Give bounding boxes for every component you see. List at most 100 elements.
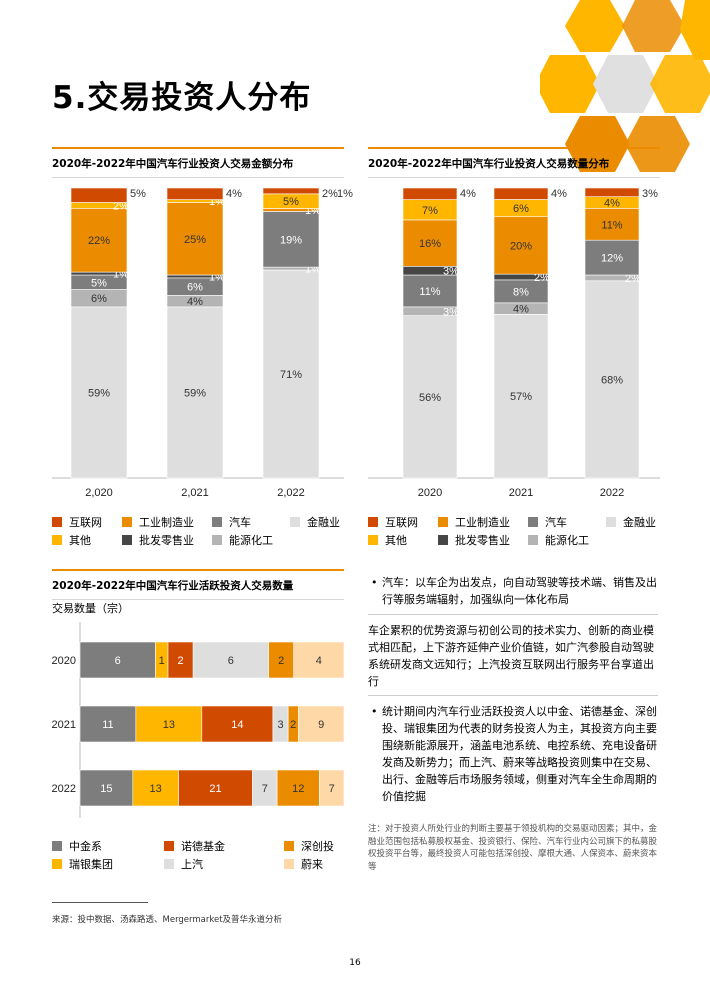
amount-distribution-chart: 59%6%5%1%22%2%5%2,02059%4%6%1%25%1%4%2,0… xyxy=(52,187,353,499)
bar-segment xyxy=(178,769,253,807)
source-divider xyxy=(52,902,148,903)
bar-segment xyxy=(166,306,224,479)
legend-swatch xyxy=(122,517,132,527)
legend-label: 批发零售业 xyxy=(455,534,510,547)
hexagon-shape xyxy=(593,55,658,113)
x-tick-label: 2022 xyxy=(600,487,624,499)
data-label: 25% xyxy=(184,234,206,246)
legend-label: 汽车 xyxy=(229,516,251,529)
bar-segment xyxy=(70,187,128,203)
hexagon-shape xyxy=(680,0,710,60)
investor-chart-ylabel: 交易数量（宗） xyxy=(52,602,129,615)
bar-segment xyxy=(276,769,320,807)
data-label: 12 xyxy=(292,783,304,795)
data-label: 19% xyxy=(280,234,302,246)
bar-segment xyxy=(262,269,320,479)
data-label: 2 xyxy=(278,655,284,667)
bar-segment xyxy=(493,314,549,479)
bar-segment xyxy=(493,216,549,275)
legend-label: 金融业 xyxy=(623,516,656,529)
legend-label: 互联网 xyxy=(69,516,102,529)
bar-segment xyxy=(584,280,640,479)
bar-segment xyxy=(135,705,203,743)
data-label: 7 xyxy=(329,783,335,795)
legend-item: 其他 xyxy=(52,532,91,548)
legend-item: 能源化工 xyxy=(212,532,273,548)
investor-chart-title: 2020年-2022年中国汽车行业活跃投资人交易数量 xyxy=(52,569,344,600)
legend-swatch xyxy=(212,517,222,527)
bar-segment xyxy=(192,641,269,679)
data-label: 11% xyxy=(419,286,440,298)
data-label: 21 xyxy=(209,783,221,795)
legend-swatch xyxy=(52,841,62,851)
legend-label: 金融业 xyxy=(307,516,340,529)
data-label: 1% xyxy=(337,188,353,200)
legend-item: 蔚来 xyxy=(284,856,323,872)
legend-item: 工业制造业 xyxy=(438,514,510,530)
data-label: 13 xyxy=(150,783,162,795)
data-label: 6% xyxy=(91,293,107,305)
x-tick-label: 2,021 xyxy=(181,487,209,499)
data-label: 11 xyxy=(102,719,113,731)
legend-item: 互联网 xyxy=(368,514,418,530)
legend-swatch xyxy=(52,535,62,545)
bar-segment xyxy=(262,211,320,268)
bar-segment xyxy=(70,207,128,273)
data-label: 6 xyxy=(228,655,234,667)
paragraph-text: 车企累积的优势资源与初创公司的技术实力、创新的商业模式相匹配，上下游齐延伸产业价… xyxy=(368,624,654,688)
bar-segment xyxy=(493,187,549,200)
data-label: 12% xyxy=(601,253,623,265)
legend-swatch xyxy=(284,841,294,851)
data-label: 6% xyxy=(187,282,203,294)
data-label: 14 xyxy=(231,719,243,731)
legend-item: 其他 xyxy=(368,532,407,548)
data-label: 68% xyxy=(601,374,623,386)
bar-segment xyxy=(166,202,224,276)
bar-segment xyxy=(584,187,640,197)
bar-segment xyxy=(262,187,320,195)
bar-segment xyxy=(402,274,458,308)
page-number: 16 xyxy=(349,958,361,968)
data-label: 3% xyxy=(443,266,459,278)
count-distribution-chart: 56%3%11%3%16%7%4%202057%4%8%2%20%6%4%202… xyxy=(368,187,660,499)
data-label: 56% xyxy=(419,392,441,404)
legend-item: 诺德基金 xyxy=(164,838,225,854)
page-title: 5.交易投资人分布 xyxy=(52,80,312,116)
data-label: 4% xyxy=(604,198,620,210)
bullet-dot: • xyxy=(371,576,378,589)
legend-label: 深创投 xyxy=(301,840,334,853)
x-tick-label: 2021 xyxy=(509,487,533,499)
hexagon-shape xyxy=(565,0,625,52)
data-label: 59% xyxy=(184,387,206,399)
legend-swatch xyxy=(438,535,448,545)
data-label: 57% xyxy=(510,391,532,403)
legend-swatch xyxy=(290,517,300,527)
divider xyxy=(368,695,658,696)
data-label: 16% xyxy=(419,238,441,250)
hexagon-shape xyxy=(540,55,600,113)
data-label: 8% xyxy=(513,286,529,298)
legend-item: 汽车 xyxy=(528,514,567,530)
legend-label: 工业制造业 xyxy=(139,516,194,529)
legend-label: 其他 xyxy=(69,534,91,547)
bar-segment xyxy=(298,705,345,743)
bar-segment xyxy=(166,187,224,200)
legend-swatch xyxy=(528,517,538,527)
data-label: 6 xyxy=(115,655,121,667)
legend-item: 能源化工 xyxy=(528,532,589,548)
bar-segment xyxy=(79,641,156,679)
bar-segment xyxy=(167,641,194,679)
data-label: 2% xyxy=(534,272,550,284)
x-tick-label: 2020 xyxy=(418,487,442,499)
count-chart-title: 2020年-2022年中国汽车行业投资人交易数量分布 xyxy=(368,147,660,178)
legend-swatch xyxy=(438,517,448,527)
bar-segment xyxy=(402,219,458,267)
data-label: 2% xyxy=(322,188,338,200)
bullet-paragraph: • 统计期间内汽车行业活跃投资人以中金、诺德基金、深创投、瑞银集团为代表的财务投… xyxy=(368,696,658,805)
bullet-paragraph: • 汽车：以车企为出发点，向自动驾驶等技术端、销售及出行等服务端辐射，加强纵向一… xyxy=(368,570,658,614)
bar-segment xyxy=(584,239,640,276)
data-label: 5% xyxy=(130,188,146,200)
data-label: 59% xyxy=(88,387,110,399)
bar-segment xyxy=(201,705,274,743)
